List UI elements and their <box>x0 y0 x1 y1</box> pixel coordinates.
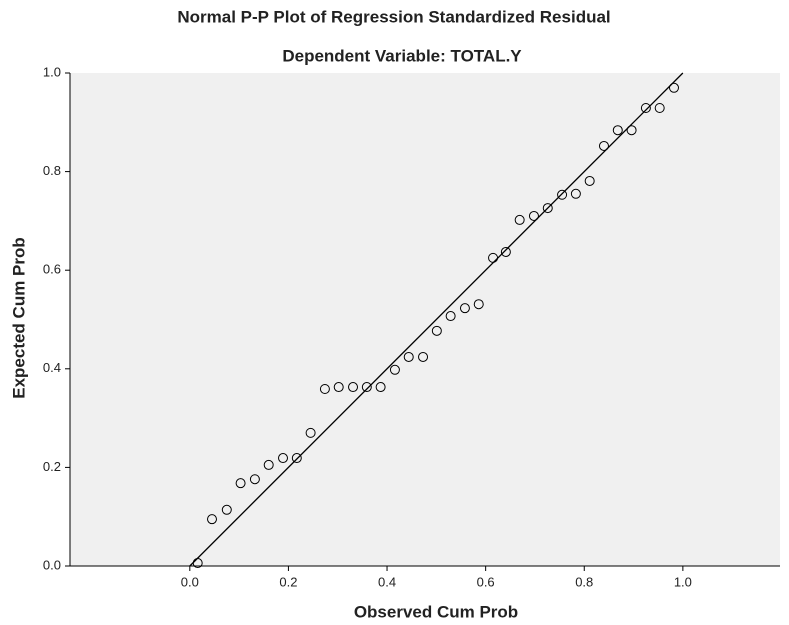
x-axis-title: Observed Cum Prob <box>354 602 518 621</box>
point <box>235 478 246 489</box>
point <box>528 210 539 221</box>
point <box>305 427 316 438</box>
plot-area <box>70 73 780 566</box>
point <box>249 474 260 485</box>
point <box>654 103 665 114</box>
point <box>626 125 637 136</box>
x-tick-label: 0.8 <box>575 574 593 589</box>
point <box>473 299 484 310</box>
point <box>278 453 288 464</box>
point <box>431 325 442 336</box>
point <box>488 252 499 263</box>
y-tick-label: 1.0 <box>43 64 61 79</box>
point <box>333 382 344 393</box>
point <box>263 459 274 470</box>
point <box>570 188 581 199</box>
x-tick-label: 0.2 <box>279 574 297 589</box>
y-tick-label: 0.0 <box>43 557 61 572</box>
point <box>445 311 456 322</box>
point <box>640 103 651 114</box>
point <box>612 125 623 136</box>
y-tick-label: 0.2 <box>43 459 61 474</box>
point <box>584 175 595 186</box>
y-tick-label: 0.4 <box>43 360 61 375</box>
y-tick-label: 0.6 <box>43 262 61 277</box>
x-tick-label: 1.0 <box>674 574 692 589</box>
point <box>668 82 679 93</box>
point <box>291 453 302 464</box>
point <box>459 303 470 314</box>
y-axis-title: Expected Cum Prob <box>9 237 28 399</box>
reference-line <box>189 72 684 567</box>
point <box>207 514 217 525</box>
point <box>542 203 553 214</box>
chart-subtitle: Dependent Variable: TOTAL.Y <box>282 46 522 65</box>
chart-title: Normal P-P Plot of Regression Standardiz… <box>177 7 610 26</box>
point <box>500 246 511 257</box>
x-tick-label: 0.4 <box>378 574 396 589</box>
point <box>192 558 203 569</box>
point <box>418 351 429 362</box>
x-tick-label: 0.6 <box>477 574 495 589</box>
point <box>389 364 400 375</box>
point <box>403 351 414 362</box>
x-tick-label: 0.0 <box>181 574 199 589</box>
point <box>598 140 609 151</box>
point <box>514 214 525 225</box>
point <box>319 384 330 395</box>
point <box>557 189 568 200</box>
y-tick-label: 0.8 <box>43 163 61 178</box>
point <box>348 382 359 393</box>
point <box>361 382 372 393</box>
point <box>221 504 232 515</box>
point <box>375 382 386 393</box>
